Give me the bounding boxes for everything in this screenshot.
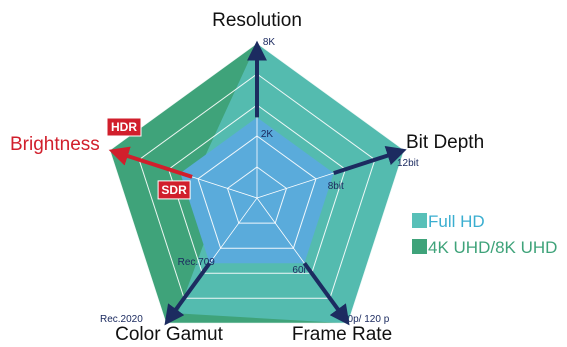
tick-label-60p-120p: 60p/ 120 p xyxy=(342,314,390,325)
grid-ring-4 xyxy=(138,73,376,299)
tick-label-8bit: 8bit xyxy=(328,181,344,192)
grid-ring-3 xyxy=(168,104,346,274)
axis-arrow-brightness xyxy=(108,146,193,179)
grid-ring-1 xyxy=(226,166,288,224)
axis-title-color-gamut: Color Gamut xyxy=(115,324,223,345)
axis-arrow-bit-depth xyxy=(333,146,407,176)
tick-label-rec2020: Rec.2020 xyxy=(100,314,143,325)
badge-sdr: SDR xyxy=(157,180,191,200)
tick-label-2k: 2K xyxy=(261,129,274,140)
tick-label-60i: 60i xyxy=(292,265,305,276)
legend-label-full-hd: Full HD xyxy=(428,212,485,231)
axis-title-brightness: Brightness xyxy=(10,134,100,155)
legend: Full HD 4K UHD/8K UHD xyxy=(412,212,557,257)
grid-ring-2 xyxy=(197,135,317,249)
tick-label-8k: 8K xyxy=(263,37,276,48)
axis-arrows xyxy=(108,40,407,326)
legend-swatch-full-hd xyxy=(412,213,427,228)
axis-arrow-color-gamut xyxy=(164,262,212,326)
axis-title-resolution: Resolution xyxy=(212,10,302,31)
axis-title-frame-rate: Frame Rate xyxy=(292,324,392,345)
tick-label-sdr: SDR xyxy=(161,183,187,197)
tick-label-12bit: 12bit xyxy=(397,158,419,169)
legend-label-4k-8k-uhd: 4K UHD/8K UHD xyxy=(428,238,557,257)
badge-hdr: HDR xyxy=(106,117,142,137)
tick-label-hdr: HDR xyxy=(111,120,137,134)
legend-swatch-4k-8k-uhd xyxy=(412,239,427,254)
tick-label-rec709: Rec.709 xyxy=(178,257,216,268)
axis-title-bit-depth: Bit Depth xyxy=(406,132,484,153)
axis-arrow-frame-rate xyxy=(302,262,350,326)
